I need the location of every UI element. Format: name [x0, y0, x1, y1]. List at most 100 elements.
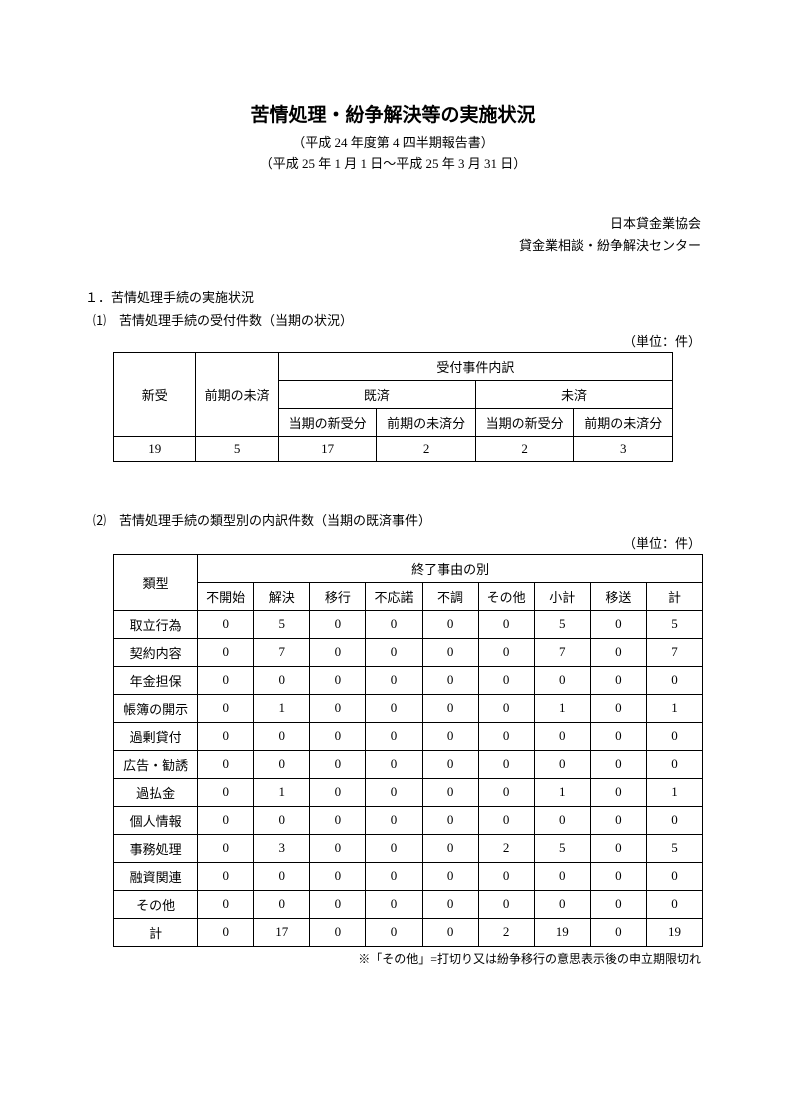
t2-cell: 0: [422, 750, 478, 778]
t2-cell: 0: [198, 834, 254, 862]
table-row: 広告・勧誘000000000: [114, 750, 703, 778]
t2-col-0: 不開始: [198, 582, 254, 610]
t2-cell: 0: [310, 862, 366, 890]
t2-cell: 0: [198, 862, 254, 890]
t2-cell: 0: [422, 610, 478, 638]
table1-r0-c2: 17: [278, 436, 377, 461]
t2-cell: 1: [646, 778, 702, 806]
t2-cell: 0: [478, 638, 534, 666]
t2-cell: 5: [646, 610, 702, 638]
t2-cell: 0: [254, 722, 310, 750]
t2-cell: 0: [590, 638, 646, 666]
t2-cell: 0: [366, 750, 422, 778]
t2-cell: 0: [366, 694, 422, 722]
subsection-1-heading: ⑴ 苦情処理手続の受付件数（当期の状況）: [93, 310, 701, 329]
t2-cell: 0: [646, 666, 702, 694]
t2-row-label: その他: [114, 890, 198, 918]
table-row: 契約内容070000707: [114, 638, 703, 666]
t2-cell: 0: [254, 806, 310, 834]
t2-cell: 0: [646, 806, 702, 834]
t2-cell: 0: [422, 722, 478, 750]
t2-cell: 2: [478, 918, 534, 946]
t2-cell: 0: [198, 722, 254, 750]
t2-cell: 0: [646, 722, 702, 750]
t2-cell: 17: [254, 918, 310, 946]
t2-cell: 0: [254, 890, 310, 918]
t2-cell: 0: [198, 778, 254, 806]
table-row: 過剰貸付000000000: [114, 722, 703, 750]
t2-cell: 0: [366, 890, 422, 918]
t2-col-1: 解決: [254, 582, 310, 610]
t2-cell: 0: [198, 750, 254, 778]
t2-row-label: 帳簿の開示: [114, 694, 198, 722]
t2-row-label: 取立行為: [114, 610, 198, 638]
table-2: 類型 終了事由の別 不開始解決移行不応諾不調その他小計移送計 取立行為05000…: [113, 554, 703, 947]
t2-col-3: 不応諾: [366, 582, 422, 610]
t2-cell: 0: [198, 806, 254, 834]
t2-cell: 0: [534, 890, 590, 918]
t2-col-7: 移送: [590, 582, 646, 610]
page-title: 苦情処理・紛争解決等の実施状況: [85, 100, 701, 127]
t2-col-5: その他: [478, 582, 534, 610]
table1-r0-c3: 2: [377, 436, 476, 461]
unit-label-2: （単位：件）: [85, 533, 701, 552]
t2-cell: 0: [422, 806, 478, 834]
t2-cell: 0: [366, 862, 422, 890]
t2-cell: 19: [646, 918, 702, 946]
t2-cell: 0: [590, 722, 646, 750]
t2-cell: 0: [310, 834, 366, 862]
section-1-heading: １．苦情処理手続の実施状況: [85, 287, 701, 306]
table1-h-new: 新受: [114, 352, 196, 436]
t2-cell: 0: [310, 722, 366, 750]
t2-cell: 5: [254, 610, 310, 638]
table-row: 帳簿の開示010000101: [114, 694, 703, 722]
t2-cell: 0: [590, 694, 646, 722]
t2-col-8: 計: [646, 582, 702, 610]
t2-cell: 0: [422, 666, 478, 694]
t2-cell: 0: [310, 750, 366, 778]
t2-cell: 0: [310, 666, 366, 694]
table2-h-type: 類型: [114, 554, 198, 610]
t2-row-label: 個人情報: [114, 806, 198, 834]
t2-cell: 5: [534, 610, 590, 638]
table-row: 取立行為050000505: [114, 610, 703, 638]
t2-row-label: 過剰貸付: [114, 722, 198, 750]
t2-cell: 0: [366, 806, 422, 834]
subsection-2-heading: ⑵ 苦情処理手続の類型別の内訳件数（当期の既済事件）: [93, 510, 701, 529]
table1-h-done: 既済: [278, 380, 475, 408]
t2-cell: 0: [646, 862, 702, 890]
t2-cell: 0: [310, 778, 366, 806]
t2-cell: 0: [198, 610, 254, 638]
t2-cell: 0: [366, 722, 422, 750]
subtitle-line-1: （平成 24 年度第 4 四半期報告書）: [85, 133, 701, 154]
t2-cell: 0: [534, 806, 590, 834]
t2-cell: 0: [198, 638, 254, 666]
table-row: 計017000219019: [114, 918, 703, 946]
table-row: その他000000000: [114, 890, 703, 918]
table1-r0-c4: 2: [475, 436, 574, 461]
t2-cell: 0: [478, 750, 534, 778]
t2-cell: 0: [366, 778, 422, 806]
t2-cell: 0: [366, 918, 422, 946]
t2-cell: 0: [310, 918, 366, 946]
t2-cell: 1: [534, 778, 590, 806]
unit-label-1: （単位：件）: [85, 331, 701, 350]
table1-r0-c0: 19: [114, 436, 196, 461]
table1-r0-c1: 5: [196, 436, 278, 461]
t2-cell: 0: [478, 862, 534, 890]
table1-h-undone: 未済: [475, 380, 672, 408]
t2-row-label: 広告・勧誘: [114, 750, 198, 778]
footnote: ※「その他」=打切り又は紛争移行の意思表示後の申立期限切れ: [85, 950, 701, 967]
table1-r0-c5: 3: [574, 436, 673, 461]
t2-cell: 1: [646, 694, 702, 722]
t2-col-2: 移行: [310, 582, 366, 610]
t2-cell: 0: [478, 610, 534, 638]
t2-cell: 0: [198, 666, 254, 694]
t2-row-label: 過払金: [114, 778, 198, 806]
t2-cell: 0: [422, 890, 478, 918]
table1-h-prev: 前期の未済: [196, 352, 278, 436]
t2-cell: 0: [422, 638, 478, 666]
t2-cell: 0: [534, 722, 590, 750]
t2-cell: 0: [590, 834, 646, 862]
t2-cell: 0: [198, 694, 254, 722]
